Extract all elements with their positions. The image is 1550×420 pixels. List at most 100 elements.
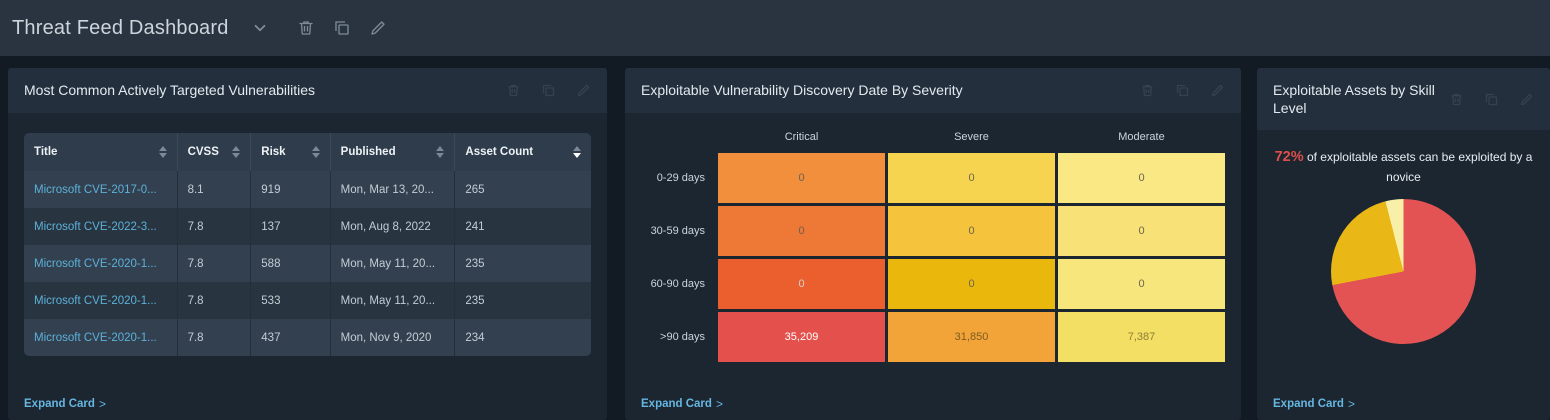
sort-icon[interactable] [436, 146, 445, 158]
heatmap-cell[interactable]: 7,387 [1058, 312, 1225, 362]
stat-text: of exploitable assets can be exploited b… [1306, 150, 1533, 185]
card-title: Exploitable Assets by Skill Level [1273, 81, 1435, 116]
card-delete-icon[interactable] [1140, 83, 1155, 98]
sort-icon[interactable] [158, 146, 167, 158]
heatmap-row-label: 60-90 days [650, 278, 705, 290]
card-duplicate-icon[interactable] [541, 83, 556, 98]
chevron-right-icon: > [715, 397, 723, 411]
heatmap-column-label: Critical [784, 131, 819, 143]
stat-percentage: 72% [1274, 149, 1304, 165]
table-cell: 588 [250, 245, 331, 282]
table-cell: 234 [465, 331, 485, 344]
table-cell: Mon, Aug 8, 2022 [330, 208, 456, 245]
sort-icon[interactable] [232, 146, 241, 158]
heatmap-row-label: 0-29 days [656, 172, 705, 184]
heatmap-row: 60-90 days 0 0 0 [635, 259, 1225, 309]
heatmap-cell[interactable]: 0 [888, 206, 1055, 256]
chevron-right-icon: > [98, 397, 106, 411]
pie-caption: 72% of exploitable assets can be exploit… [1263, 146, 1544, 187]
heatmap-row-label: 30-59 days [650, 225, 705, 237]
card-duplicate-icon[interactable] [1484, 92, 1499, 107]
table-row: Microsoft CVE-2017-0... 8.1 919 Mon, Mar 13… [24, 171, 591, 208]
table-cell: 235 [465, 257, 485, 270]
table-header-row: Title CVSS Risk Published Asset Count [24, 133, 591, 171]
table-cell: Mon, Mar 13, 20... [330, 171, 456, 208]
heatmap-cell[interactable]: 0 [718, 153, 885, 203]
expand-card-link[interactable]: Expand Card > [1273, 397, 1355, 411]
column-header-published[interactable]: Published [330, 133, 456, 171]
table-cell: 533 [250, 282, 331, 319]
table-cell: 235 [465, 294, 485, 307]
delete-dashboard-icon[interactable] [297, 19, 315, 37]
heatmap-cell[interactable]: 0 [888, 153, 1055, 203]
table-cell: 7.8 [177, 319, 252, 356]
card-header: Exploitable Vulnerability Discovery Date… [625, 68, 1241, 113]
card-edit-icon[interactable] [576, 83, 591, 98]
heatmap-column-label: Moderate [1118, 131, 1165, 143]
expand-card-label: Expand Card [1273, 398, 1344, 410]
card-delete-icon[interactable] [506, 83, 521, 98]
heatmap-cell[interactable]: 0 [718, 206, 885, 256]
vulnerability-link[interactable]: Microsoft CVE-2020-1... [24, 245, 178, 282]
vulnerabilities-table: Title CVSS Risk Published Asset Count Micros… [24, 133, 591, 356]
sort-icon[interactable] [573, 146, 581, 158]
card-title: Exploitable Vulnerability Discovery Date… [641, 82, 963, 99]
vulnerability-link[interactable]: Microsoft CVE-2017-0... [24, 171, 178, 208]
table-cell: 137 [250, 208, 331, 245]
heatmap-cell[interactable]: 0 [1058, 206, 1225, 256]
expand-card-link[interactable]: Expand Card > [24, 397, 106, 411]
card-edit-icon[interactable] [1519, 92, 1534, 107]
heatmap-row: 30-59 days 0 0 0 [635, 206, 1225, 256]
table-cell: 7.8 [177, 245, 252, 282]
table-cell: 437 [250, 319, 331, 356]
column-header-risk[interactable]: Risk [250, 133, 331, 171]
table-row: Microsoft CVE-2020-1... 7.8 437 Mon, Nov 9,… [24, 319, 591, 356]
table-cell: 919 [250, 171, 331, 208]
table-cell: 7.8 [177, 282, 252, 319]
vulnerability-link[interactable]: Microsoft CVE-2022-3... [24, 208, 178, 245]
table-cell: Mon, May 11, 20... [330, 245, 456, 282]
column-header-cvss[interactable]: CVSS [177, 133, 252, 171]
vulnerability-link[interactable]: Microsoft CVE-2020-1... [24, 319, 178, 356]
column-label: Risk [261, 146, 286, 158]
vulnerability-link[interactable]: Microsoft CVE-2020-1... [24, 282, 178, 319]
table-cell: 241 [465, 220, 485, 233]
column-label: CVSS [187, 146, 219, 158]
skill-level-pie-chart[interactable] [1331, 199, 1476, 345]
heatmap-corner-spacer [635, 131, 715, 153]
heatmap-cell[interactable]: 0 [718, 259, 885, 309]
chevron-right-icon: > [1347, 397, 1355, 411]
table-cell: 265 [465, 183, 485, 196]
card-most-common-vulnerabilities: Most Common Actively Targeted Vulnerabil… [8, 68, 607, 420]
card-discovery-date-by-severity: Exploitable Vulnerability Discovery Date… [625, 68, 1241, 420]
card-title: Most Common Actively Targeted Vulnerabil… [24, 82, 316, 99]
card-edit-icon[interactable] [1210, 83, 1225, 98]
heatmap-column-label: Severe [954, 131, 989, 143]
card-header: Most Common Actively Targeted Vulnerabil… [8, 68, 607, 113]
table-cell: 8.1 [177, 171, 252, 208]
card-header: Exploitable Assets by Skill Level [1257, 68, 1550, 130]
heatmap-cell[interactable]: 0 [888, 259, 1055, 309]
expand-card-label: Expand Card [641, 398, 712, 410]
heatmap-cell[interactable]: 31,850 [888, 312, 1055, 362]
expand-card-link[interactable]: Expand Card > [641, 397, 723, 411]
column-label: Asset Count [465, 146, 534, 158]
table-row: Microsoft CVE-2022-3... 7.8 137 Mon, Aug 8,… [24, 208, 591, 245]
edit-dashboard-icon[interactable] [369, 19, 387, 37]
chevron-down-icon[interactable] [251, 19, 269, 37]
heatmap-cell[interactable]: 0 [1058, 153, 1225, 203]
heatmap-cell[interactable]: 35,209 [718, 312, 885, 362]
column-header-title[interactable]: Title [24, 133, 178, 171]
card-duplicate-icon[interactable] [1175, 83, 1190, 98]
table-cell: Mon, Nov 9, 2020 [330, 319, 456, 356]
heatmap-row-label: >90 days [660, 331, 705, 343]
sort-icon[interactable] [311, 146, 320, 158]
heatmap-row: 0-29 days 0 0 0 [635, 153, 1225, 203]
card-delete-icon[interactable] [1449, 92, 1464, 107]
duplicate-dashboard-icon[interactable] [333, 19, 351, 37]
expand-card-label: Expand Card [24, 398, 95, 410]
table-cell: Mon, May 11, 20... [330, 282, 456, 319]
heatmap-row: >90 days 35,209 31,850 7,387 [635, 312, 1225, 362]
heatmap-cell[interactable]: 0 [1058, 259, 1225, 309]
column-header-asset-count[interactable]: Asset Count [454, 133, 591, 171]
